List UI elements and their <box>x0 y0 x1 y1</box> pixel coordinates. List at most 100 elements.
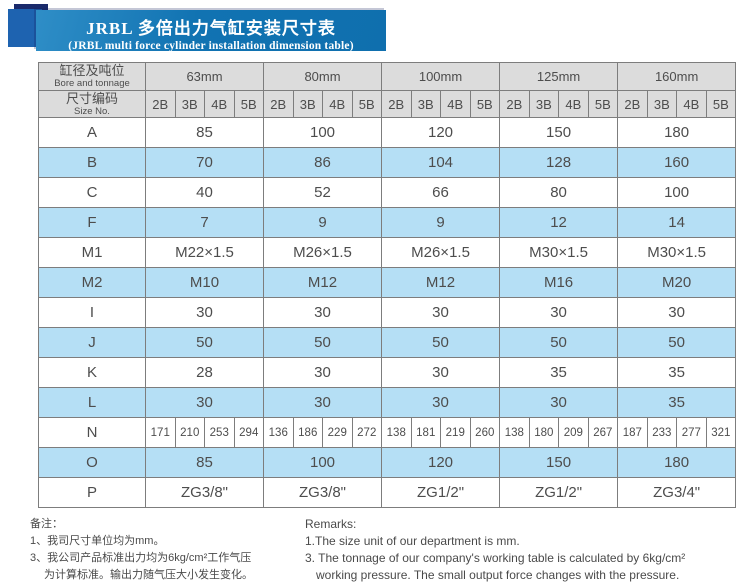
table-cell: 50 <box>499 327 619 358</box>
table-row: I 30 30 30 30 30 <box>38 297 737 328</box>
table-cell: 136 <box>263 417 294 448</box>
table-row: L 30 30 30 30 35 <box>38 387 737 418</box>
table-cell: ZG3/4" <box>617 477 737 508</box>
header-row-codes: 尺寸编码 Size No. 2B 3B 4B 5B 2B 3B 4B 5B 2B 3B 4B 5B 2B 3B… <box>38 90 737 118</box>
table-cell: M26×1.5 <box>380 237 501 268</box>
size-code-header: 3B <box>528 90 560 118</box>
size-header: 63mm <box>145 62 264 91</box>
row-label: M1 <box>38 237 146 268</box>
table-row: N 171 210 253 294 136 186 229 272 138 181 219 260 138… <box>38 417 737 448</box>
row-label: O <box>38 447 146 478</box>
table-cell: ZG3/8" <box>145 477 264 508</box>
table-row: M2 M10 M12 M12 M16 M20 <box>38 267 737 298</box>
notes-zh: 备注： 1、我司尺寸单位均为mm。 3、我公司产品标准出力均为6kg/cm²工作气压… <box>30 516 305 584</box>
table-cell: 260 <box>469 417 501 448</box>
row-label: F <box>38 207 146 238</box>
size-code-header: 5B <box>587 90 619 118</box>
table-cell: M10 <box>145 267 264 298</box>
table-cell: 28 <box>145 357 264 388</box>
table-cell: 52 <box>263 177 382 208</box>
table-cell: 35 <box>617 357 737 388</box>
table-cell: 30 <box>145 387 264 418</box>
title-banner: JRBL 多倍出力气缸安装尺寸表 (JRBL multi force cylin… <box>36 10 386 52</box>
table-cell: M30×1.5 <box>499 237 619 268</box>
page-title: JRBL 多倍出力气缸安装尺寸表 <box>86 19 336 38</box>
table-cell: 294 <box>233 417 264 448</box>
size-code-header: 2B <box>499 90 530 118</box>
table-cell: 100 <box>263 447 382 478</box>
row-label: L <box>38 387 146 418</box>
table-cell: 12 <box>499 207 619 238</box>
table-row: A 85 100 120 150 180 <box>38 117 737 148</box>
table-cell: 233 <box>646 417 678 448</box>
size-code-header: 3B <box>292 90 323 118</box>
row-label: C <box>38 177 146 208</box>
note-line: 1、我司尺寸单位均为mm。 <box>30 535 165 547</box>
table-cell: 171 <box>145 417 176 448</box>
corner-bore-tonnage: 缸径及吨位 Bore and tonnage <box>38 62 146 91</box>
table-cell: 180 <box>617 117 737 148</box>
table-cell: 150 <box>499 117 619 148</box>
table-row: F 7 9 9 12 14 <box>38 207 737 238</box>
note-line: 3. The tonnage of our company's working … <box>305 551 686 565</box>
table-cell: 30 <box>380 357 501 388</box>
size-code-header: 4B <box>322 90 353 118</box>
table-cell: 50 <box>263 327 382 358</box>
table-cell: M30×1.5 <box>617 237 737 268</box>
table-cell: 30 <box>263 297 382 328</box>
note-line: 3、我公司产品标准出力均为6kg/cm²工作气压 <box>30 552 252 564</box>
table-cell: ZG1/2" <box>380 477 501 508</box>
table-row: K 28 30 30 35 35 <box>38 357 737 388</box>
table-cell: 86 <box>263 147 382 178</box>
table-cell: 277 <box>676 417 707 448</box>
table-cell: 321 <box>705 417 737 448</box>
table-cell: 70 <box>145 147 264 178</box>
row-label: J <box>38 327 146 358</box>
table-cell: 150 <box>499 447 619 478</box>
size-code-header: 2B <box>263 90 294 118</box>
row-label: P <box>38 477 146 508</box>
table-cell: 186 <box>292 417 323 448</box>
table-cell: 30 <box>145 297 264 328</box>
note-line: Remarks: <box>305 517 357 531</box>
table-cell: 80 <box>499 177 619 208</box>
table-row: M1 M22×1.5 M26×1.5 M26×1.5 M30×1.5 M30×1.5 <box>38 237 737 268</box>
size-code-header: 4B <box>204 90 235 118</box>
size-code-header: 5B <box>705 90 737 118</box>
table-cell: 138 <box>499 417 530 448</box>
size-code-header: 3B <box>174 90 205 118</box>
size-code-header: 2B <box>617 90 648 118</box>
table-cell: ZG1/2" <box>499 477 619 508</box>
table-cell: 219 <box>440 417 471 448</box>
table-cell: 30 <box>263 357 382 388</box>
table-cell: 120 <box>380 447 501 478</box>
table-cell: 210 <box>174 417 205 448</box>
size-code-header: 5B <box>351 90 382 118</box>
table-cell: M20 <box>617 267 737 298</box>
table-cell: 35 <box>617 387 737 418</box>
table-cell: ZG3/8" <box>263 477 382 508</box>
size-header: 160mm <box>617 62 737 91</box>
size-code-header: 5B <box>469 90 501 118</box>
table-cell: 30 <box>617 297 737 328</box>
table-cell: 272 <box>351 417 382 448</box>
table-cell: 181 <box>410 417 441 448</box>
size-code-header: 4B <box>676 90 707 118</box>
table-cell: 30 <box>380 297 501 328</box>
table-cell: 85 <box>145 117 264 148</box>
table-cell: 104 <box>380 147 501 178</box>
size-code-header: 4B <box>440 90 471 118</box>
table-cell: 66 <box>380 177 501 208</box>
table-row: O 85 100 120 150 180 <box>38 447 737 478</box>
table-cell: 253 <box>204 417 235 448</box>
size-code-header: 5B <box>233 90 264 118</box>
note-line: working pressure. The small output force… <box>316 568 680 582</box>
note-line: 备注： <box>30 518 63 530</box>
table-cell: 9 <box>380 207 501 238</box>
table-cell: 100 <box>263 117 382 148</box>
table-cell: M12 <box>263 267 382 298</box>
table-cell: 187 <box>617 417 648 448</box>
dimension-table: 缸径及吨位 Bore and tonnage 63mm 80mm 100mm 125mm 1… <box>38 62 737 508</box>
notes-en: Remarks: 1.The size unit of our departmen… <box>305 516 745 584</box>
table-cell: M12 <box>380 267 501 298</box>
